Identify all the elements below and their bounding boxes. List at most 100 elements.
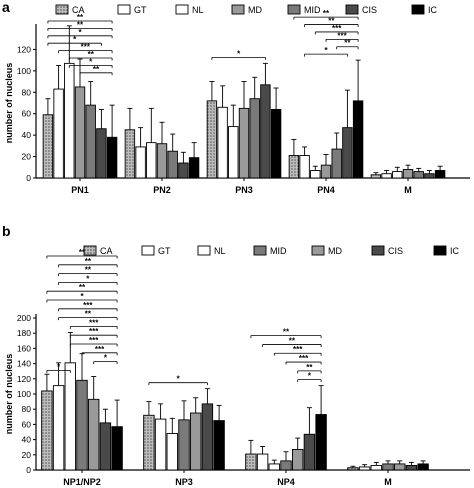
bar xyxy=(143,414,155,471)
panel-letter: b xyxy=(2,223,11,239)
bar xyxy=(178,419,190,471)
bar xyxy=(292,449,304,471)
significance-label: ** xyxy=(85,266,92,275)
significance-label: ** xyxy=(306,363,313,372)
legend-label: MD xyxy=(248,5,262,15)
bar xyxy=(352,100,364,179)
significance-label: *** xyxy=(89,336,99,345)
x-tick-label: M xyxy=(404,185,412,195)
legend-swatch xyxy=(287,4,301,15)
bar xyxy=(42,114,54,179)
legend-swatch xyxy=(55,4,69,15)
significance-label: ** xyxy=(79,248,86,257)
significance-label: * xyxy=(57,362,61,371)
bar xyxy=(256,453,269,471)
bar xyxy=(405,464,418,471)
significance-label: *** xyxy=(83,301,93,310)
legend-label: MID xyxy=(304,5,321,15)
legend-swatch xyxy=(311,245,325,256)
bar xyxy=(434,170,446,179)
x-tick-label: NP3 xyxy=(175,477,193,487)
bar xyxy=(87,398,100,471)
bar xyxy=(260,84,271,179)
bar xyxy=(310,170,321,179)
bar xyxy=(52,385,65,471)
bar xyxy=(106,136,118,179)
bar xyxy=(188,157,200,179)
y-tick-label: 120 xyxy=(17,44,31,54)
bar xyxy=(268,463,280,471)
y-tick-label: 60 xyxy=(22,109,32,119)
legend-label: GT xyxy=(134,5,147,15)
y-tick-label: 20 xyxy=(22,152,32,162)
y-tick-label: 120 xyxy=(17,374,31,384)
significance-label: * xyxy=(73,35,77,44)
bar xyxy=(382,463,394,471)
y-tick-label: 100 xyxy=(17,389,31,399)
bar xyxy=(402,168,414,179)
bar xyxy=(392,171,403,179)
bar xyxy=(245,453,257,471)
significance-label: ** xyxy=(323,9,330,18)
significance-label: * xyxy=(177,375,181,384)
bar xyxy=(64,362,77,471)
significance-label: * xyxy=(237,49,241,58)
y-tick-label: 20 xyxy=(22,450,32,460)
bar xyxy=(358,466,371,471)
y-tick-label: 0 xyxy=(26,465,31,475)
significance-label: * xyxy=(78,28,82,37)
bar xyxy=(154,418,167,471)
bar xyxy=(167,150,178,179)
legend-label: IC xyxy=(450,246,460,256)
y-tick-label: 40 xyxy=(22,435,32,445)
bar xyxy=(347,467,359,471)
x-tick-label: NP1/NP2 xyxy=(63,477,101,487)
y-tick-label: 160 xyxy=(17,343,31,353)
significance-label: * xyxy=(80,292,84,301)
legend-swatch xyxy=(83,245,97,256)
significance-label: ** xyxy=(85,310,92,319)
bar xyxy=(124,129,136,179)
y-axis-label: number of nucleus xyxy=(4,63,14,144)
significance-label: ** xyxy=(328,17,335,26)
legend-swatch xyxy=(433,245,447,256)
bar xyxy=(331,148,342,179)
bar xyxy=(413,171,424,179)
significance-label: *** xyxy=(95,345,105,354)
bar xyxy=(156,143,168,179)
y-tick-label: 180 xyxy=(17,328,31,338)
bar xyxy=(178,162,189,179)
significance-label: ** xyxy=(289,336,296,345)
y-tick-label: 0 xyxy=(26,173,31,183)
legend-swatch xyxy=(197,245,211,256)
significance-label: * xyxy=(104,354,108,363)
bar xyxy=(299,155,310,179)
y-axis-label: number of nucleus xyxy=(4,354,14,435)
significance-label: *** xyxy=(89,327,99,336)
bar xyxy=(249,98,260,179)
bar xyxy=(53,88,64,179)
significance-label: ** xyxy=(344,39,351,48)
legend-label: CIS xyxy=(362,5,377,15)
bar xyxy=(146,142,157,179)
y-tick-label: 200 xyxy=(17,313,31,323)
bar xyxy=(217,106,228,179)
bar xyxy=(41,390,53,471)
y-tick-label: 100 xyxy=(17,66,31,76)
significance-label: ** xyxy=(283,328,290,337)
y-tick-label: 80 xyxy=(22,87,32,97)
legend-label: CIS xyxy=(388,246,403,256)
x-tick-label: PN1 xyxy=(71,185,89,195)
bar xyxy=(394,463,406,471)
bar xyxy=(320,164,332,179)
bar xyxy=(288,155,300,179)
significance-label: *** xyxy=(332,24,342,33)
significance-label: ** xyxy=(85,257,92,266)
significance-label: ** xyxy=(88,50,95,59)
bar xyxy=(74,86,86,179)
y-tick-label: 140 xyxy=(17,359,31,369)
x-tick-label: PN4 xyxy=(317,185,335,195)
legend-swatch xyxy=(175,4,189,15)
bar xyxy=(370,174,382,179)
